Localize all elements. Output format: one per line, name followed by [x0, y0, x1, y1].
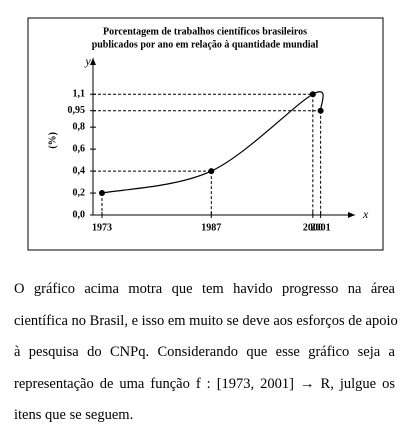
point [317, 107, 324, 114]
y-tick-label: 0,95 [68, 105, 86, 116]
x-tick-label: 2001 [311, 222, 331, 233]
text-line: científica no Brasil, e isso em muito se… [14, 312, 398, 329]
text-line: à pesquisa do CNPq. Considerando que ess… [14, 344, 395, 360]
chart: Porcentagem de trabalhos científicos bra… [27, 17, 384, 251]
chart-frame [27, 17, 384, 251]
x-tick-label: 1987 [201, 222, 221, 233]
chart-title: publicados por ano em relação à quantida… [92, 39, 319, 50]
point [309, 91, 316, 98]
y-tick-label: 0,6 [73, 143, 86, 154]
x-axis-label: x [362, 207, 369, 221]
y-tick-label: 1,1 [73, 89, 86, 100]
y-tick-label: 0,8 [73, 121, 86, 132]
paragraph: O gráfico acima motra que tem havido pro… [14, 274, 398, 432]
y-arrow [90, 58, 96, 65]
point [98, 190, 105, 197]
x-arrow [348, 212, 355, 218]
text-line: representação de uma função f : [1973, 2… [14, 375, 395, 392]
x-tick-label: 1973 [92, 222, 112, 233]
point [208, 168, 215, 175]
text-line: O gráfico acima motra que tem havido pro… [14, 281, 395, 297]
y-tick-label: 0,4 [73, 165, 86, 176]
y-axis-label: y [84, 54, 91, 68]
text-line: itens que se seguem. [14, 407, 134, 423]
curve [101, 91, 324, 194]
chart-title: Porcentagem de trabalhos científicos bra… [103, 26, 307, 37]
x-tick-label: 2000 [303, 222, 323, 233]
y-tick-label: 0,0 [73, 209, 86, 220]
y-tick-label: 0,2 [73, 187, 86, 198]
y-unit-label: (%) [47, 132, 58, 149]
